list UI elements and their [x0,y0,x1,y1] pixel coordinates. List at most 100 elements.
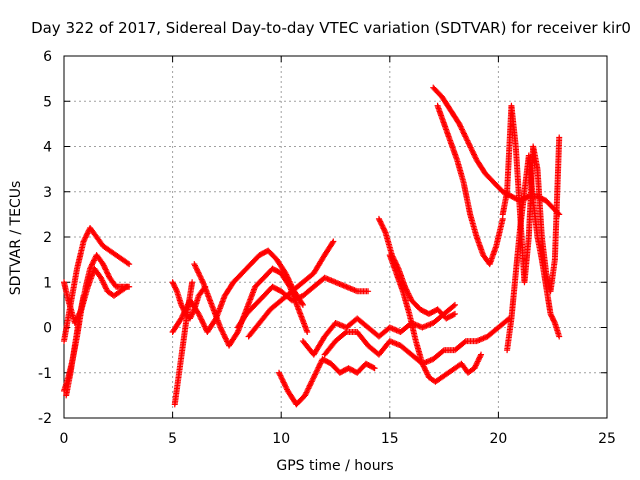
data-point [87,264,94,271]
data-point [280,378,287,385]
data-point [380,225,387,232]
data-point [406,293,413,300]
data-point [471,151,478,158]
data-point [278,373,285,380]
data-point [472,363,479,370]
data-point [365,288,372,295]
data-point [471,152,478,159]
data-point [312,371,319,378]
data-point [279,376,286,383]
y-tick-label: -1 [38,366,52,382]
data-point [198,275,205,282]
data-point [310,374,317,381]
data-point [233,330,240,337]
data-point [466,141,473,148]
data-point [304,388,311,395]
data-point [222,335,229,342]
y-tick-label: 5 [43,94,52,110]
data-point [198,276,205,283]
data-point [466,143,473,150]
data-point [305,385,312,392]
data-point [379,222,386,229]
data-point [469,148,476,155]
data-point [407,294,414,301]
data-point [556,134,563,141]
data-point [375,215,382,222]
data-point [475,357,482,364]
data-point [556,333,563,340]
data-point [199,277,206,284]
x-tick-label: 0 [60,431,69,447]
data-point [218,327,225,334]
data-point [83,233,90,240]
data-point [99,278,106,285]
data-point [88,262,95,269]
data-point [316,361,323,368]
data-point [420,363,427,370]
data-point [278,375,285,382]
data-point [476,355,483,362]
data-point [197,315,204,322]
y-axis-label: SDTVAR / TECUs [8,181,24,296]
data-point [182,305,189,312]
data-point [221,332,228,339]
data-point [99,277,106,284]
data-point [178,315,185,322]
data-point [102,266,109,273]
data-point [471,365,478,372]
data-point [97,274,104,281]
data-point [476,354,483,361]
data-point [477,353,484,360]
data-point [313,368,320,375]
data-point [462,133,469,140]
data-point [217,324,224,331]
data-point [105,272,112,279]
data-point [102,284,109,291]
data-point [316,363,323,370]
data-point [306,382,313,389]
data-point [194,268,201,275]
data-point [195,270,202,277]
data-point [180,309,187,316]
data-point [83,231,90,238]
data-point [123,283,130,290]
data-point [100,261,107,268]
data-point [464,138,471,145]
data-point [189,279,196,286]
data-point [306,384,313,391]
data-point [474,359,481,366]
data-point [200,320,207,327]
data-point [473,361,480,368]
data-point [377,219,384,226]
data-point [197,313,204,320]
data-point [459,127,466,134]
data-point [89,260,96,267]
data-point [456,120,463,127]
data-point [329,239,336,246]
data-point [81,235,88,242]
data-points [61,84,563,408]
data-point [220,331,227,338]
data-point [461,339,468,346]
data-point [179,312,186,319]
data-point [551,318,558,325]
data-point [181,308,188,315]
data-point [183,304,190,311]
data-point [201,323,208,330]
data-point [308,379,315,386]
data-point [101,263,108,270]
y-tick-label: 1 [43,275,52,291]
data-point [103,267,110,274]
data-point [104,269,111,276]
data-point [462,134,469,141]
data-point [101,282,108,289]
data-point [199,317,206,324]
data-point [377,218,384,225]
data-point [299,301,306,308]
data-point [184,302,191,309]
data-point [199,319,206,326]
data-point [330,238,337,245]
chart-title: Day 322 of 2017, Sidereal Day-to-day VTE… [31,19,631,37]
data-point [310,375,317,382]
